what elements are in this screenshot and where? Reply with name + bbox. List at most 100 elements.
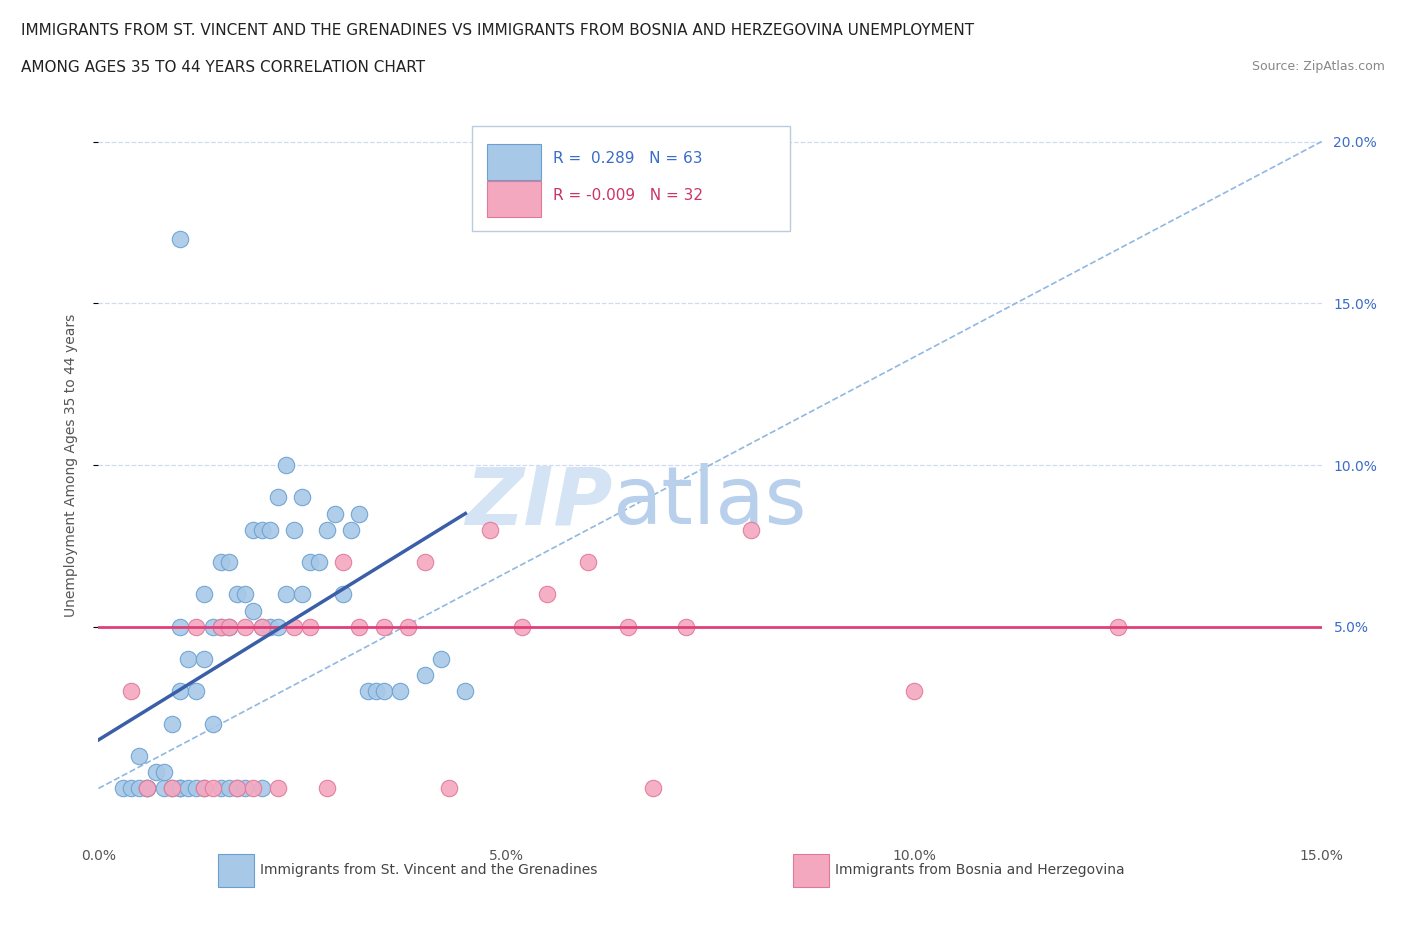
Point [283, 523, 305, 538]
Point [413, 554, 436, 569]
Point [430, 652, 453, 667]
Point [389, 684, 412, 698]
FancyBboxPatch shape [488, 143, 541, 180]
Point [218, 781, 240, 796]
Point [250, 619, 273, 634]
Point [152, 764, 174, 779]
Point [274, 587, 297, 602]
Point [169, 781, 191, 796]
Point [332, 587, 354, 602]
Point [160, 781, 183, 796]
Text: AMONG AGES 35 TO 44 YEARS CORRELATION CHART: AMONG AGES 35 TO 44 YEARS CORRELATION CH… [21, 60, 425, 75]
Point [274, 458, 297, 472]
Point [218, 619, 240, 634]
Point [226, 781, 249, 796]
Point [349, 506, 371, 521]
Point [259, 619, 281, 634]
Point [193, 781, 215, 796]
Point [617, 619, 640, 634]
Point [177, 781, 200, 796]
Point [323, 506, 346, 521]
Point [396, 619, 419, 634]
Point [152, 781, 174, 796]
Point [145, 764, 167, 779]
Point [454, 684, 477, 698]
FancyBboxPatch shape [471, 126, 790, 231]
Point [209, 781, 232, 796]
Point [193, 652, 215, 667]
Point [120, 684, 142, 698]
Point [308, 554, 330, 569]
Point [201, 619, 224, 634]
Point [349, 619, 371, 634]
Point [186, 619, 208, 634]
Text: atlas: atlas [612, 463, 807, 541]
Point [250, 619, 273, 634]
Point [299, 554, 322, 569]
Text: R = -0.009   N = 32: R = -0.009 N = 32 [554, 188, 703, 204]
Point [209, 619, 232, 634]
Point [186, 684, 208, 698]
Point [128, 749, 150, 764]
Text: Immigrants from St. Vincent and the Grenadines: Immigrants from St. Vincent and the Gren… [260, 863, 598, 878]
Point [315, 523, 337, 538]
Point [267, 490, 290, 505]
Point [536, 587, 558, 602]
Point [136, 781, 159, 796]
Point [299, 619, 322, 634]
Point [186, 781, 208, 796]
Point [136, 781, 159, 796]
Y-axis label: Unemployment Among Ages 35 to 44 years: Unemployment Among Ages 35 to 44 years [63, 313, 77, 617]
Point [136, 781, 159, 796]
Text: R =  0.289   N = 63: R = 0.289 N = 63 [554, 151, 703, 166]
Point [201, 781, 224, 796]
Point [242, 781, 264, 796]
Point [169, 232, 191, 246]
Point [291, 490, 314, 505]
Point [259, 523, 281, 538]
Point [675, 619, 697, 634]
Point [340, 523, 363, 538]
Point [356, 684, 378, 698]
Point [250, 523, 273, 538]
Point [193, 781, 215, 796]
Point [512, 619, 534, 634]
FancyBboxPatch shape [793, 854, 828, 887]
Point [226, 781, 249, 796]
Point [332, 554, 354, 569]
Point [413, 668, 436, 683]
Point [177, 652, 200, 667]
Point [209, 554, 232, 569]
Point [169, 781, 191, 796]
Point [373, 619, 395, 634]
Point [160, 716, 183, 731]
Point [120, 781, 142, 796]
Point [242, 604, 264, 618]
Point [364, 684, 387, 698]
Point [576, 554, 599, 569]
Point [218, 619, 240, 634]
Point [1107, 619, 1129, 634]
Point [437, 781, 460, 796]
Point [740, 523, 762, 538]
Point [903, 684, 925, 698]
Point [226, 587, 249, 602]
Point [267, 781, 290, 796]
Point [201, 716, 224, 731]
Point [169, 619, 191, 634]
Point [242, 523, 264, 538]
Point [233, 619, 256, 634]
Point [233, 781, 256, 796]
Point [193, 587, 215, 602]
Point [267, 619, 290, 634]
Text: Source: ZipAtlas.com: Source: ZipAtlas.com [1251, 60, 1385, 73]
Point [169, 684, 191, 698]
FancyBboxPatch shape [218, 854, 253, 887]
Point [233, 587, 256, 602]
Text: ZIP: ZIP [465, 463, 612, 541]
Point [209, 619, 232, 634]
Point [111, 781, 134, 796]
Point [250, 781, 273, 796]
Point [160, 781, 183, 796]
Point [291, 587, 314, 602]
